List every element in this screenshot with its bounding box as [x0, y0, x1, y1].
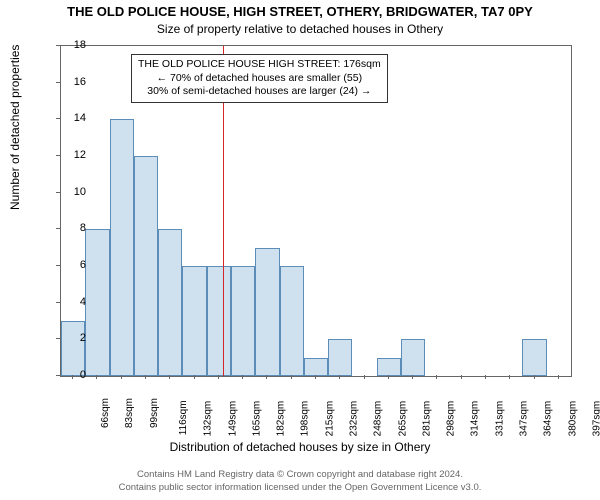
x-tick-label: 347sqm	[519, 401, 530, 437]
x-tick-label: 83sqm	[124, 398, 135, 428]
x-tick-mark	[509, 375, 510, 379]
annotation-line-3: 30% of semi-detached houses are larger (…	[138, 85, 381, 99]
histogram-bar	[182, 266, 206, 376]
histogram-bar	[304, 358, 328, 376]
y-tick-label: 14	[56, 112, 86, 124]
x-tick-label: 149sqm	[227, 401, 238, 437]
histogram-bar	[110, 119, 134, 376]
x-tick-label: 397sqm	[591, 401, 600, 437]
x-tick-label: 132sqm	[203, 401, 214, 437]
y-tick-label: 10	[56, 186, 86, 198]
x-tick-label: 314sqm	[470, 401, 481, 437]
x-tick-mark	[461, 375, 462, 379]
x-tick-label: 364sqm	[543, 401, 554, 437]
y-tick-label: 18	[56, 39, 86, 51]
y-tick-label: 8	[56, 222, 86, 234]
y-tick-label: 12	[56, 149, 86, 161]
y-tick-mark	[56, 228, 60, 229]
y-tick-mark	[56, 118, 60, 119]
histogram-bar	[61, 321, 85, 376]
x-tick-label: 116sqm	[178, 400, 189, 435]
footer-line-2: Contains public sector information licen…	[0, 482, 600, 494]
y-tick-label: 6	[56, 259, 86, 271]
histogram-bar	[328, 339, 352, 376]
y-tick-mark	[56, 155, 60, 156]
plot-area: THE OLD POLICE HOUSE HIGH STREET: 176sqm…	[60, 45, 572, 377]
x-tick-label: 182sqm	[276, 401, 287, 437]
x-tick-label: 99sqm	[149, 398, 160, 428]
x-tick-mark	[145, 375, 146, 379]
x-tick-mark	[412, 375, 413, 379]
x-tick-mark	[218, 375, 219, 379]
annotation-line-2: ← 70% of detached houses are smaller (55…	[138, 72, 381, 86]
y-tick-mark	[56, 192, 60, 193]
x-tick-label: 298sqm	[446, 401, 457, 437]
histogram-bar	[85, 229, 109, 376]
footer-line-1: Contains HM Land Registry data © Crown c…	[0, 469, 600, 481]
x-tick-label: 380sqm	[567, 401, 578, 437]
histogram-bar	[231, 266, 255, 376]
x-tick-mark	[315, 375, 316, 379]
x-tick-mark	[558, 375, 559, 379]
chart-container: THE OLD POLICE HOUSE, HIGH STREET, OTHER…	[0, 0, 600, 500]
x-tick-mark	[96, 375, 97, 379]
y-tick-label: 16	[56, 76, 86, 88]
chart-title-2: Size of property relative to detached ho…	[0, 22, 600, 36]
x-tick-mark	[242, 375, 243, 379]
y-tick-label: 0	[56, 369, 86, 381]
y-tick-mark	[56, 338, 60, 339]
x-tick-mark	[169, 375, 170, 379]
x-tick-label: 66sqm	[100, 398, 111, 428]
x-tick-mark	[72, 375, 73, 379]
x-tick-mark	[364, 375, 365, 379]
x-tick-label: 248sqm	[373, 401, 384, 437]
x-tick-mark	[291, 375, 292, 379]
y-tick-mark	[56, 45, 60, 46]
x-tick-label: 215sqm	[324, 401, 335, 437]
x-axis-label: Distribution of detached houses by size …	[0, 440, 600, 454]
annotation-line-1: THE OLD POLICE HOUSE HIGH STREET: 176sqm	[138, 58, 381, 72]
x-tick-mark	[436, 375, 437, 379]
y-tick-mark	[56, 375, 60, 376]
histogram-bar	[280, 266, 304, 376]
x-tick-mark	[339, 375, 340, 379]
x-tick-mark	[388, 375, 389, 379]
chart-title-1: THE OLD POLICE HOUSE, HIGH STREET, OTHER…	[0, 4, 600, 19]
y-tick-mark	[56, 265, 60, 266]
x-tick-mark	[534, 375, 535, 379]
chart-footer: Contains HM Land Registry data © Crown c…	[0, 469, 600, 494]
x-tick-mark	[194, 375, 195, 379]
x-tick-label: 198sqm	[300, 401, 311, 437]
y-axis-label: Number of detached properties	[8, 45, 22, 210]
x-tick-mark	[266, 375, 267, 379]
y-tick-mark	[56, 302, 60, 303]
histogram-bar	[401, 339, 425, 376]
x-tick-label: 265sqm	[397, 401, 408, 437]
x-tick-mark	[121, 375, 122, 379]
histogram-bar	[255, 248, 279, 376]
x-tick-label: 331sqm	[494, 401, 505, 437]
histogram-bar	[377, 358, 401, 376]
x-tick-label: 165sqm	[251, 401, 262, 437]
x-tick-mark	[485, 375, 486, 379]
x-tick-label: 281sqm	[421, 401, 432, 437]
y-tick-label: 4	[56, 296, 86, 308]
y-tick-mark	[56, 82, 60, 83]
histogram-bar	[207, 266, 231, 376]
histogram-bar	[134, 156, 158, 376]
histogram-bar	[522, 339, 546, 376]
histogram-bar	[158, 229, 182, 376]
x-tick-label: 232sqm	[349, 401, 360, 437]
y-tick-label: 2	[56, 332, 86, 344]
annotation-box: THE OLD POLICE HOUSE HIGH STREET: 176sqm…	[131, 54, 388, 103]
